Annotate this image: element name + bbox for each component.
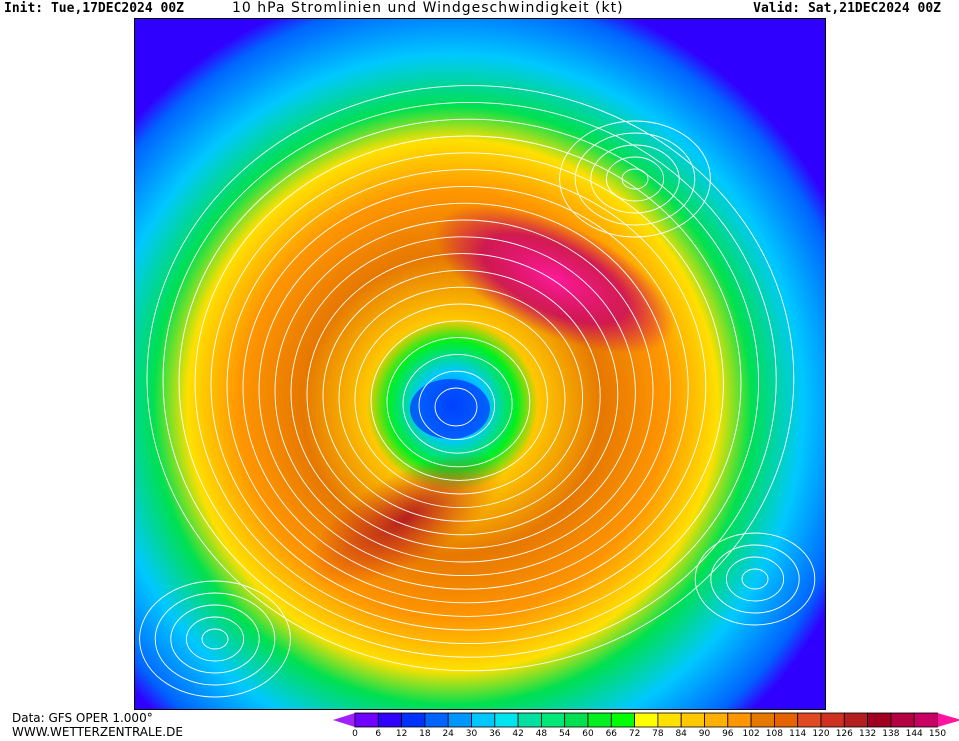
streamline xyxy=(725,556,785,602)
colorbar-tick-label: 36 xyxy=(489,729,501,739)
streamline xyxy=(306,253,619,536)
streamline xyxy=(139,580,291,698)
streamline xyxy=(338,286,584,509)
streamline xyxy=(258,202,672,577)
streamline xyxy=(605,156,665,202)
colorbar-segment xyxy=(750,712,775,728)
colorbar-tick-label: 48 xyxy=(535,729,548,739)
colorbar-tick-label: 72 xyxy=(628,729,641,739)
streamline xyxy=(741,568,769,590)
streamline xyxy=(694,532,816,626)
colorbar-tick-label: 66 xyxy=(605,729,618,739)
colorbar-segment xyxy=(564,712,589,728)
colorbar-segment xyxy=(354,712,379,728)
colorbar-tick-label: 42 xyxy=(512,729,524,739)
colorbar-segment xyxy=(517,712,542,728)
streamline xyxy=(370,320,548,481)
streamline xyxy=(418,370,496,441)
streamline xyxy=(386,337,531,468)
colorbar-segment xyxy=(424,712,449,728)
website: WWW.WETTERZENTRALE.DE xyxy=(12,725,183,739)
streamline xyxy=(322,269,601,522)
jet-streak-max xyxy=(434,204,676,354)
streamline xyxy=(194,135,742,631)
colorbar-segment xyxy=(657,712,682,728)
data-source: Data: GFS OPER 1.000° xyxy=(12,711,153,725)
colorbar-tick-label: 114 xyxy=(789,729,807,739)
colorbar-segment xyxy=(773,712,799,728)
wind-map xyxy=(134,18,826,710)
colorbar-segment xyxy=(727,712,752,728)
streamlines xyxy=(139,85,816,698)
vortex-core xyxy=(410,379,490,439)
colorbar-tick-label: 108 xyxy=(765,729,783,739)
streamline xyxy=(178,118,760,645)
colorbar-tick-label: 0 xyxy=(352,729,358,739)
colorbar-tick-label: 120 xyxy=(812,729,830,739)
colorbar-segment xyxy=(587,712,612,728)
colorbar-under-arrow xyxy=(333,713,355,727)
colorbar-segment xyxy=(634,712,659,728)
colorbar-tick-label: 96 xyxy=(722,729,734,739)
streamline xyxy=(162,101,777,658)
colorbar-segment xyxy=(471,712,496,728)
colorbar-tick-label: 138 xyxy=(882,729,900,739)
colorbar-segment xyxy=(610,712,635,728)
valid-time: Valid: Sat,21DEC2024 00Z xyxy=(753,1,941,16)
colorbar-segment xyxy=(797,712,822,728)
streamline xyxy=(185,616,245,662)
map-title: 10 hPa Stromlinien und Windgeschwindigke… xyxy=(232,0,624,16)
colorbar-segment xyxy=(843,712,868,728)
colorbar xyxy=(333,712,959,728)
streamline xyxy=(710,544,800,614)
colorbar-tick-label: 90 xyxy=(698,729,711,739)
colorbar-over-arrow xyxy=(937,713,959,727)
colorbar-segment xyxy=(447,712,472,728)
colorbar-tick-label: 24 xyxy=(442,729,454,739)
colorbar-tick-label: 60 xyxy=(582,729,594,739)
wind-speed-field xyxy=(135,19,825,709)
colorbar-tick-label: 144 xyxy=(905,729,923,739)
colorbar-segment xyxy=(820,712,845,728)
streamline xyxy=(226,169,707,604)
streamline xyxy=(170,604,260,674)
streamline xyxy=(402,353,513,454)
colorbar-segment xyxy=(494,712,519,728)
streamline xyxy=(210,152,724,617)
colorbar-tick-label: 18 xyxy=(419,729,431,739)
colorbar-segment xyxy=(540,712,566,728)
colorbar-tick-label: 30 xyxy=(465,729,478,739)
colorbar-segment xyxy=(913,712,938,728)
streamline xyxy=(354,303,566,495)
streamline xyxy=(274,219,654,563)
colorbar-segment xyxy=(401,712,426,728)
colorbar-tick-label: 12 xyxy=(395,729,408,739)
colorbar-segment xyxy=(704,712,729,728)
colorbar-segment xyxy=(680,712,705,728)
init-time: Init: Tue,17DEC2024 00Z xyxy=(4,1,185,16)
streamline xyxy=(590,144,680,214)
streamline xyxy=(154,592,276,686)
colorbar-tick-label: 6 xyxy=(375,729,382,739)
colorbar-tick-label: 150 xyxy=(928,729,947,739)
colorbar-tick-label: 54 xyxy=(558,729,571,739)
colorbar-tick-label: 84 xyxy=(675,729,687,739)
streamline xyxy=(146,85,795,672)
jet-streak-secondary xyxy=(307,451,503,587)
colorbar-segment xyxy=(890,712,915,728)
colorbar-segment xyxy=(377,712,402,728)
streamline xyxy=(242,185,689,590)
streamline xyxy=(559,120,711,238)
streamline xyxy=(290,236,636,549)
colorbar-tick-label: 102 xyxy=(742,729,760,739)
streamline xyxy=(574,132,696,226)
streamline xyxy=(434,387,478,427)
colorbar-tick-label: 78 xyxy=(652,729,664,739)
streamline xyxy=(201,628,229,650)
colorbar-tick-label: 126 xyxy=(835,729,853,739)
streamline xyxy=(621,168,649,190)
colorbar-segment xyxy=(867,712,892,728)
colorbar-tick-label: 132 xyxy=(859,729,877,739)
